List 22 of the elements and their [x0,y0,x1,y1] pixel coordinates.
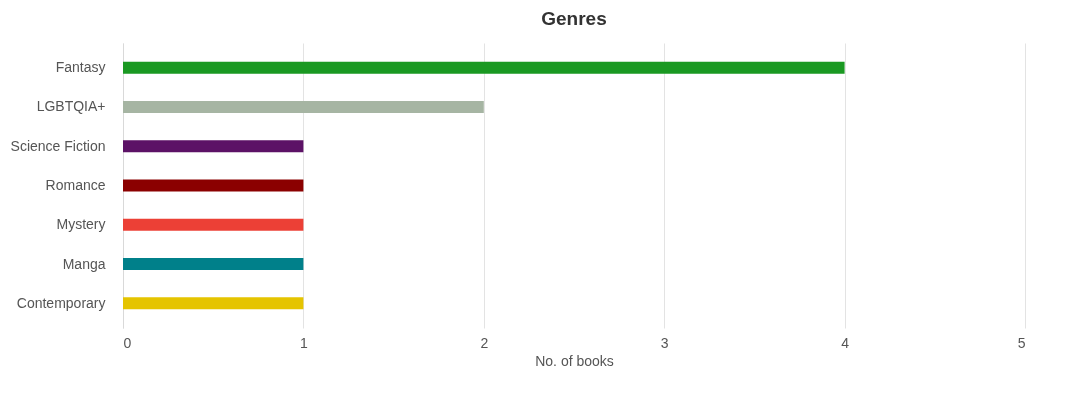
bar [123,179,304,192]
x-tick-label: 2 [480,334,489,351]
bar [123,61,845,74]
x-tick-label: 1 [300,334,308,351]
y-tick-label: Manga [62,255,106,272]
bar [123,140,304,153]
bar [123,258,304,271]
y-tick-label: Mystery [56,216,106,233]
x-tick-label: 3 [660,334,669,351]
x-tick-label: 4 [841,334,850,351]
y-tick-label: LGBTQIA+ [36,98,106,115]
bar [123,297,304,310]
x-axis-title: No. of books [535,352,614,369]
bar [123,100,484,113]
chart-title: Genres [541,8,607,29]
y-tick-label: Science Fiction [10,137,106,154]
bar [123,218,304,231]
y-tick-label: Romance [45,177,106,193]
x-tick-label: 0 [123,334,132,351]
y-tick-label: Fantasy [55,59,106,76]
y-tick-label: Contemporary [16,294,106,311]
x-tick-label: 5 [1017,334,1026,351]
